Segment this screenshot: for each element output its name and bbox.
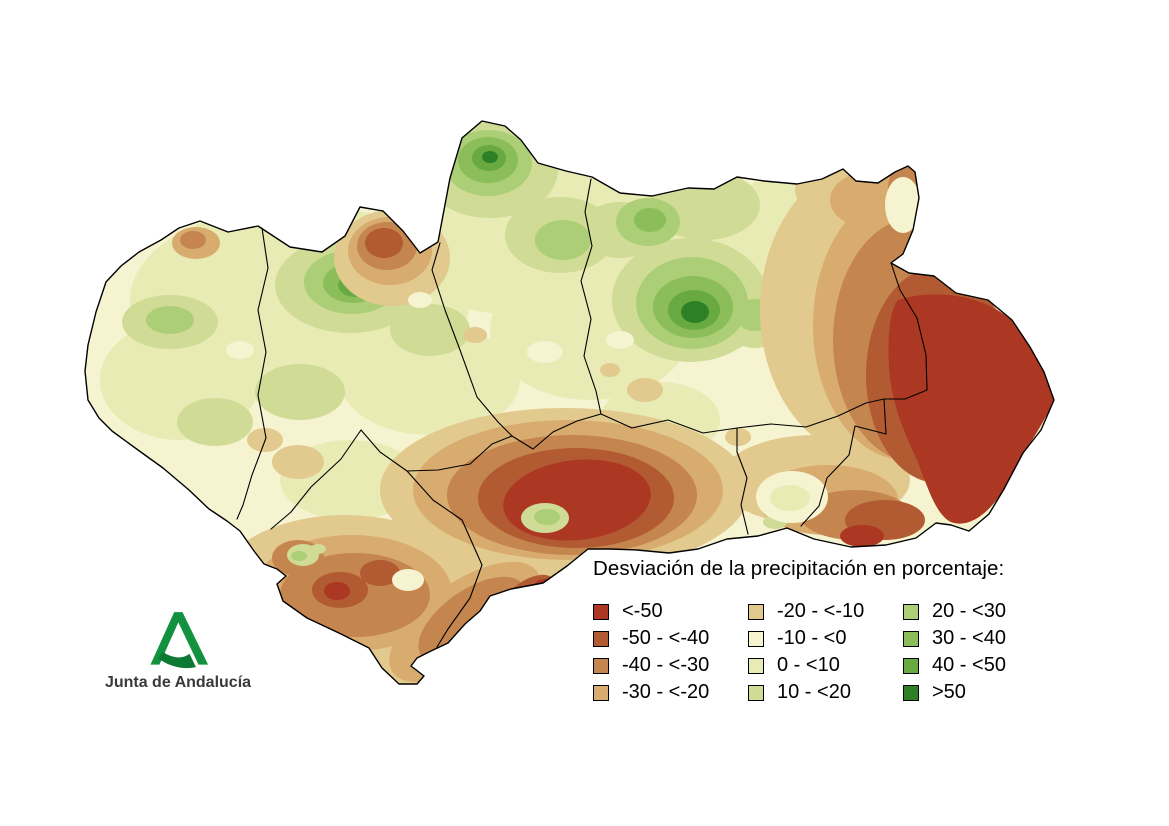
border-sevilla-cadiz: [270, 429, 362, 530]
legend-label: >50: [932, 681, 966, 703]
legend-swatch: [748, 657, 764, 674]
legend-row: -10 - <0: [748, 625, 903, 652]
legend-row: 40 - <50: [903, 652, 1058, 679]
legend-row: 30 - <40: [903, 625, 1058, 652]
legend-label: -20 - <-10: [777, 600, 865, 622]
legend-title: Desviación de la precipitación en porcen…: [593, 557, 1005, 580]
legend-label: -50 - <-40: [622, 627, 710, 649]
province-boundaries: [236, 178, 928, 648]
legend-swatch: [903, 657, 919, 674]
logo-a-shape: [150, 612, 209, 665]
legend-swatch: [748, 630, 764, 647]
legend-label: 10 - <20: [777, 681, 851, 703]
legend-row: -20 - <-10: [748, 598, 903, 625]
legend-row: -40 - <-30: [593, 652, 748, 679]
legend-row: 0 - <10: [748, 652, 903, 679]
legend-row: >50: [903, 679, 1058, 706]
legend-column-near-zero: -20 - <-10 -10 - <0 0 - <10 10 - <20: [748, 598, 903, 706]
border-huelva-sevilla: [236, 227, 269, 520]
legend-swatch: [593, 603, 609, 620]
legend-label: <-50: [622, 600, 663, 622]
border-cordoba-jaen: [580, 178, 602, 415]
legend-row: 20 - <30: [903, 598, 1058, 625]
border-granada-almeria: [800, 262, 928, 527]
legend-label: 30 - <40: [932, 627, 1006, 649]
junta-de-andalucia-logo: Junta de Andalucía: [98, 608, 258, 692]
legend-row: -30 - <-20: [593, 679, 748, 706]
map-legend: Desviación de la precipitación en porcen…: [593, 556, 1058, 706]
legend-swatch: [748, 684, 764, 701]
legend-label: -10 - <0: [777, 627, 847, 649]
junta-logo-mark: [150, 612, 209, 669]
legend-swatch: [903, 630, 919, 647]
border-malaga-sevilla: [406, 435, 513, 472]
legend-row: -50 - <-40: [593, 625, 748, 652]
border-granada-north: [511, 398, 885, 450]
legend-label: -30 - <-20: [622, 681, 710, 703]
contour-band-gt50: [482, 151, 709, 323]
legend-column-negative-extreme: <-50 -50 - <-40 -40 - <-30 -30 - <-20: [593, 598, 748, 706]
logo-a-swoosh: [158, 651, 196, 669]
contour-green-pockets-20-30: [291, 509, 560, 561]
legend-label: 40 - <50: [932, 654, 1006, 676]
contour-hole-tint: [770, 485, 810, 511]
junta-logo-text: Junta de Andalucía: [104, 674, 252, 691]
legend-column-positive: 20 - <30 30 - <40 40 - <50 >50: [903, 598, 1058, 706]
legend-swatch: [748, 603, 764, 620]
legend-row: <-50: [593, 598, 748, 625]
legend-row: 10 - <20: [748, 679, 903, 706]
legend-swatch: [903, 603, 919, 620]
border-sevilla-cordoba: [431, 242, 513, 437]
legend-columns: <-50 -50 - <-40 -40 - <-30 -30 - <-20: [593, 598, 1058, 706]
legend-label: 20 - <30: [932, 600, 1006, 622]
legend-swatch: [593, 657, 609, 674]
legend-label: 0 - <10: [777, 654, 840, 676]
legend-swatch: [903, 684, 919, 701]
border-cadiz-malaga: [360, 429, 483, 648]
legend-swatch: [593, 684, 609, 701]
border-malaga-granada: [736, 427, 749, 535]
legend-swatch: [593, 630, 609, 647]
legend-label: -40 - <-30: [622, 654, 710, 676]
